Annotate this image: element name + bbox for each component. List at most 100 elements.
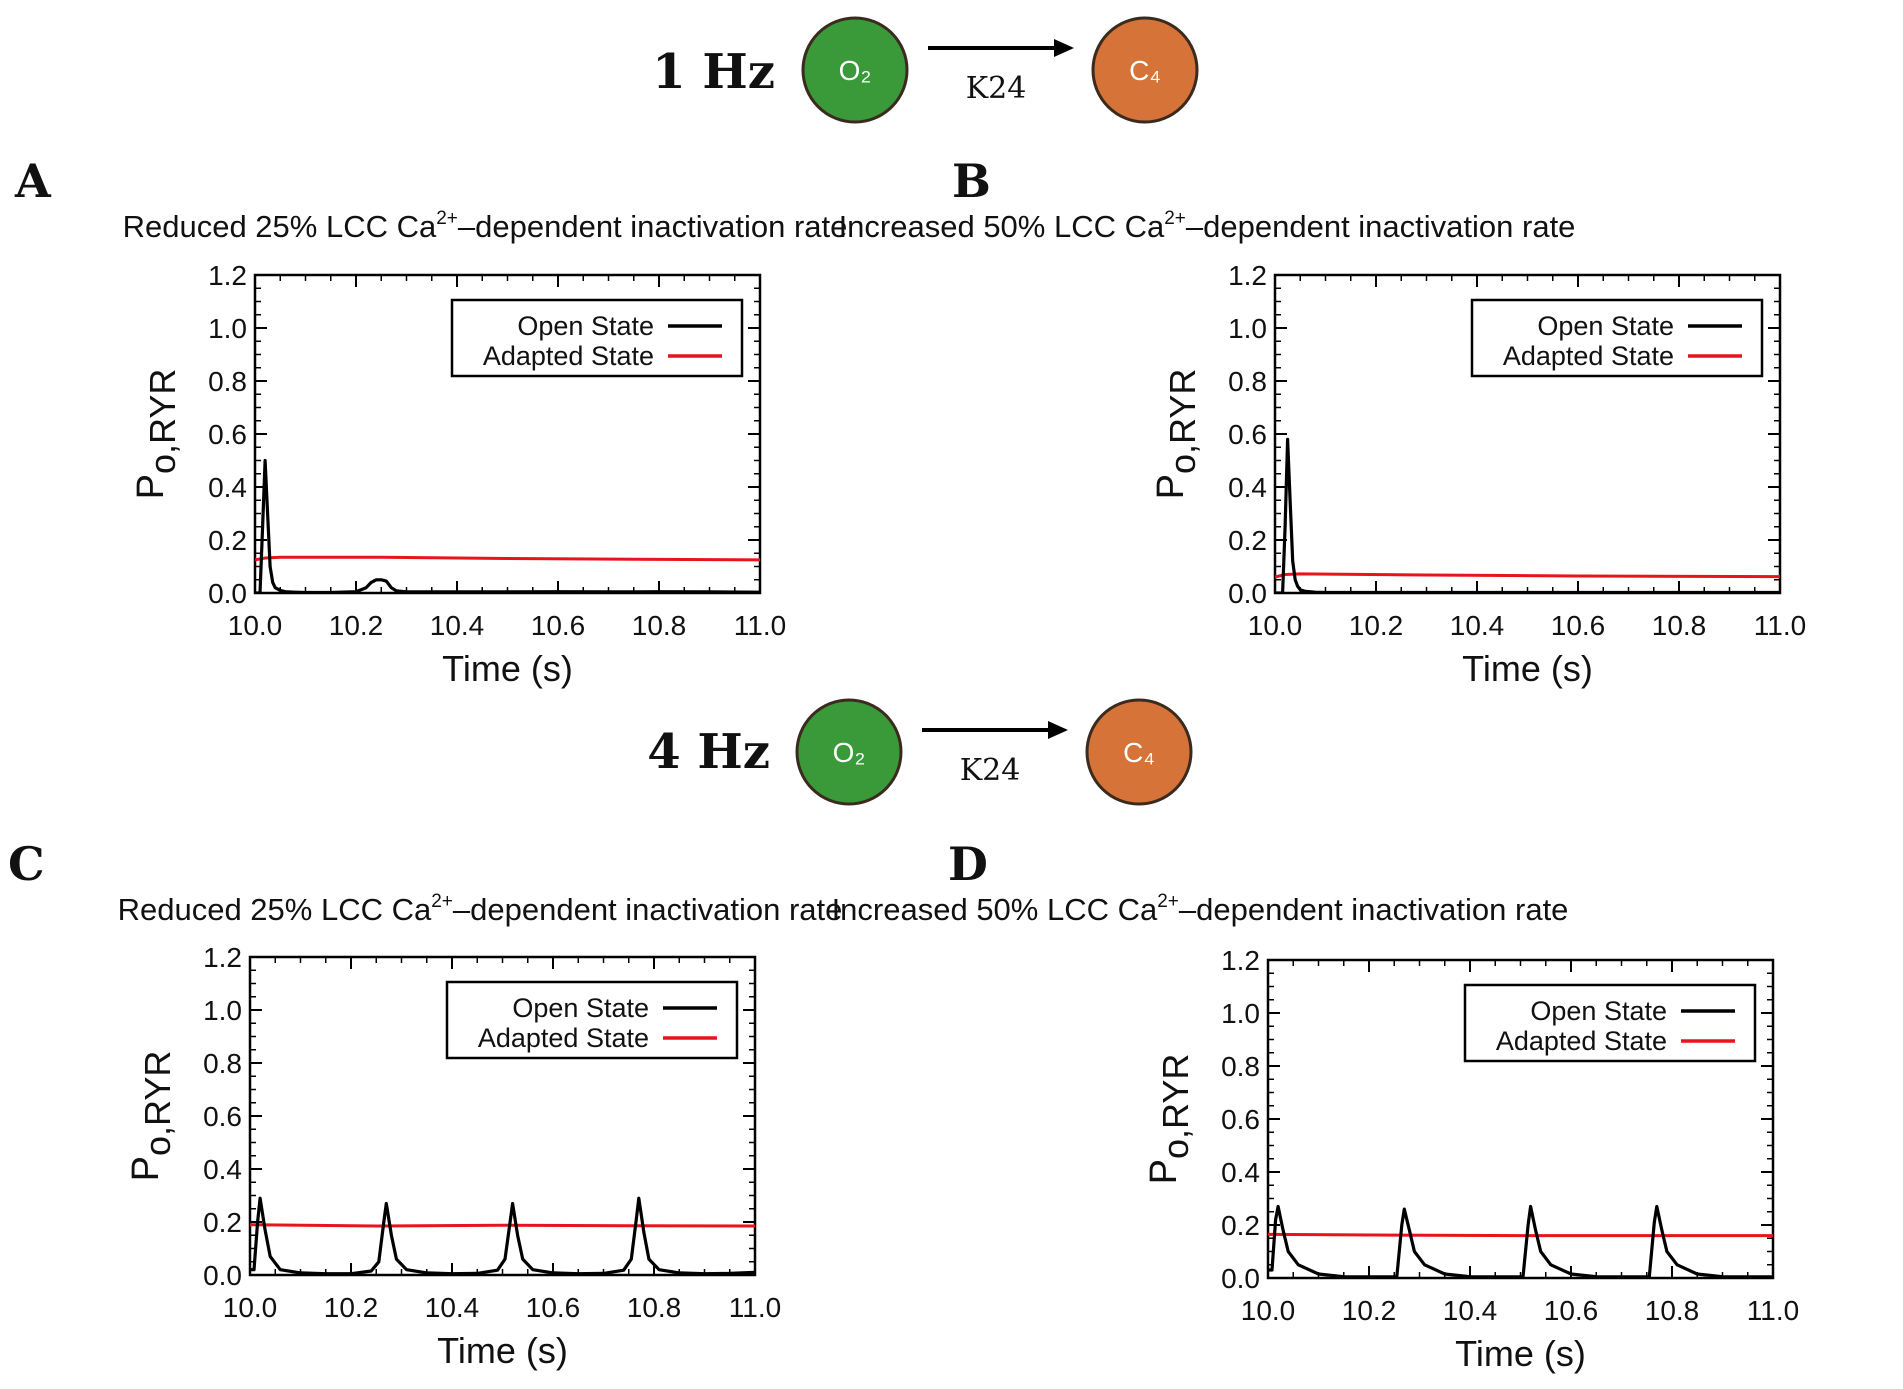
- chart-title: Reduced 25% LCC Ca2+–dependent inactivat…: [118, 891, 843, 927]
- x-tick-label: 10.6: [531, 610, 586, 641]
- y-tick-label: 0.0: [208, 578, 247, 609]
- y-tick-label: 0.6: [203, 1101, 242, 1132]
- legend-box: [1470, 298, 1764, 378]
- chart-title: Reduced 25% LCC Ca2+–dependent inactivat…: [123, 208, 848, 244]
- y-tick-label: 1.0: [203, 995, 242, 1026]
- y-axis-label: Po,RYR: [1150, 369, 1203, 500]
- y-tick-label: 0.4: [1221, 1157, 1260, 1188]
- y-tick-label: 0.0: [1221, 1263, 1260, 1294]
- y-tick-label: 0.8: [1221, 1051, 1260, 1082]
- y-tick-label: 0.2: [1221, 1210, 1260, 1241]
- panel-a: A Reduced 25% LCC Ca2+–dependent inactiva…: [14, 154, 847, 689]
- x-tick-label: 10.4: [430, 610, 485, 641]
- x-tick-label: 10.0: [228, 610, 283, 641]
- x-axis-label: Time (s): [1462, 648, 1593, 689]
- x-tick-label: 11.0: [1747, 1295, 1799, 1326]
- open-state-line: [250, 1196, 755, 1275]
- y-tick-label: 1.2: [1228, 260, 1267, 291]
- y-axis-label-sub: o,RYR: [1155, 1054, 1196, 1159]
- panel-letter: B: [952, 154, 991, 208]
- panel-letter: D: [948, 837, 988, 891]
- y-tick-label: 0.8: [1228, 366, 1267, 397]
- legend-entry-label: Open State: [512, 993, 649, 1023]
- closed-state-node-icon: [1091, 16, 1199, 124]
- legend-box: [1463, 983, 1757, 1063]
- chart-title-superscript: 2+: [1157, 891, 1179, 912]
- legend-entry-label: Adapted State: [478, 1023, 649, 1053]
- legend-entry-label: Adapted State: [1503, 341, 1674, 371]
- y-axis-label-main: P: [1150, 474, 1192, 499]
- y-axis-label-main: P: [1143, 1159, 1185, 1184]
- x-tick-label: 10.0: [223, 1292, 278, 1323]
- adapted-state-line: [250, 1223, 755, 1228]
- scheme-1hz: 1 Hz O₂ K24 C₄: [652, 16, 1199, 124]
- y-tick-label: 0.6: [1221, 1104, 1260, 1135]
- open-state-line: [1275, 437, 1780, 593]
- y-axis-label: Po,RYR: [130, 369, 183, 500]
- y-tick-label: 0.4: [1228, 472, 1267, 503]
- x-tick-label: 10.4: [1450, 610, 1505, 641]
- x-tick-label: 10.8: [632, 610, 687, 641]
- x-tick-label: 10.2: [1349, 610, 1404, 641]
- y-axis-label-sub: o,RYR: [1162, 369, 1203, 474]
- x-axis-label: Time (s): [437, 1330, 568, 1371]
- chart-title: Increased 50% LCC Ca2+–dependent inactiv…: [832, 891, 1569, 927]
- scheme-1hz-rate-label: K24: [966, 71, 1027, 106]
- panel-c: C Reduced 25% LCC Ca2+–dependent inactiva…: [8, 837, 842, 1371]
- open-state-line: [255, 458, 760, 593]
- scheme-4hz-closed-label: C₄: [1123, 737, 1155, 768]
- x-tick-label: 10.2: [329, 610, 384, 641]
- x-axis-label: Time (s): [442, 648, 573, 689]
- panel-letter: C: [8, 837, 45, 891]
- y-tick-label: 0.4: [208, 472, 247, 503]
- legend-entry-label: Open State: [517, 311, 654, 341]
- x-tick-label: 11.0: [1754, 610, 1806, 641]
- chart-title-suffix: –dependent inactivation rate: [458, 209, 848, 244]
- open-state-node-icon: [795, 698, 903, 806]
- y-axis-label-sub: o,RYR: [137, 1051, 178, 1156]
- y-axis-label-main: P: [125, 1156, 167, 1181]
- x-tick-label: 10.2: [324, 1292, 379, 1323]
- x-tick-label: 11.0: [734, 610, 786, 641]
- y-axis-label-main: P: [130, 474, 172, 499]
- y-tick-label: 0.2: [208, 525, 247, 556]
- chart-title-prefix: Reduced 25% LCC Ca: [123, 209, 437, 244]
- y-tick-label: 1.0: [1221, 998, 1260, 1029]
- chart-title-suffix: –dependent inactivation rate: [453, 892, 843, 927]
- legend-entry-label: Open State: [1530, 996, 1667, 1026]
- y-tick-label: 0.6: [1228, 419, 1267, 450]
- y-tick-label: 0.2: [1228, 525, 1267, 556]
- y-tick-label: 1.2: [1221, 945, 1260, 976]
- legend-entry-label: Adapted State: [1496, 1026, 1667, 1056]
- adapted-state-line: [1268, 1232, 1773, 1238]
- scheme-1hz-frequency: 1 Hz: [652, 44, 775, 100]
- x-tick-label: 10.0: [1248, 610, 1303, 641]
- y-tick-label: 0.6: [208, 419, 247, 450]
- x-tick-label: 10.6: [1551, 610, 1606, 641]
- x-tick-label: 10.6: [526, 1292, 581, 1323]
- y-tick-label: 1.0: [208, 313, 247, 344]
- chart-title-superscript: 2+: [1164, 208, 1186, 229]
- scheme-1hz-open-label: O₂: [839, 55, 872, 86]
- open-state-line: [1268, 1204, 1773, 1278]
- legend-entry-label: Adapted State: [483, 341, 654, 371]
- x-tick-label: 10.8: [627, 1292, 682, 1323]
- x-tick-label: 10.6: [1544, 1295, 1599, 1326]
- panel-letter: A: [14, 154, 52, 208]
- scheme-4hz-frequency: 4 Hz: [647, 724, 770, 780]
- y-tick-label: 0.2: [203, 1207, 242, 1238]
- y-tick-label: 0.8: [203, 1048, 242, 1079]
- x-tick-label: 10.4: [1443, 1295, 1498, 1326]
- legend-box: [450, 298, 744, 378]
- x-tick-label: 10.4: [425, 1292, 480, 1323]
- adapted-state-line: [255, 555, 760, 562]
- scheme-4hz-open-label: O₂: [833, 737, 866, 768]
- x-tick-label: 10.8: [1645, 1295, 1700, 1326]
- chart-title-superscript: 2+: [431, 891, 453, 912]
- y-axis-label: Po,RYR: [1143, 1054, 1196, 1185]
- arrow-right-icon: [1048, 721, 1068, 739]
- chart-title-prefix: Increased 50% LCC Ca: [832, 892, 1158, 927]
- y-tick-label: 1.2: [203, 942, 242, 973]
